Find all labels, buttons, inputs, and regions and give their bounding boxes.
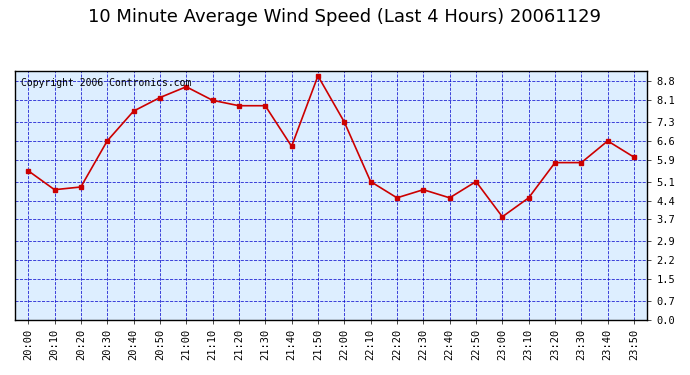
Text: 10 Minute Average Wind Speed (Last 4 Hours) 20061129: 10 Minute Average Wind Speed (Last 4 Hou… — [88, 8, 602, 26]
Text: Copyright 2006 Contronics.com: Copyright 2006 Contronics.com — [21, 78, 192, 88]
